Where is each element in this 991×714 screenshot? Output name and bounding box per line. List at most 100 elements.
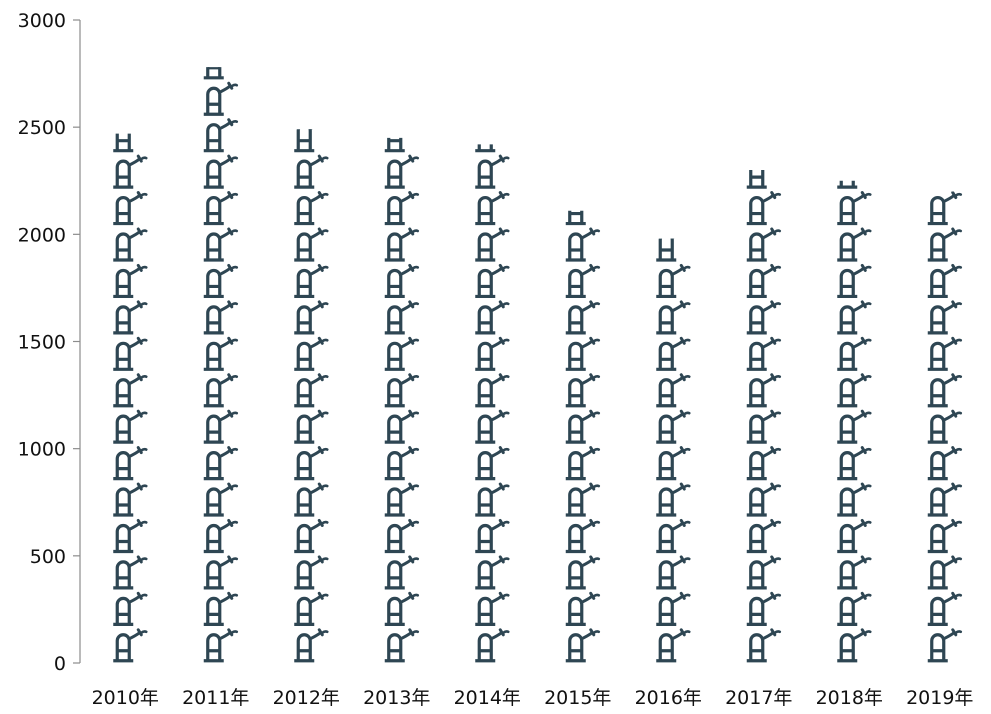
faucet-icon: [926, 482, 963, 517]
icon-stack: [292, 129, 329, 663]
faucet-icon: [111, 154, 148, 189]
faucet-icon: [564, 373, 601, 408]
faucet-icon: [745, 409, 782, 444]
faucet-icon: [292, 190, 329, 226]
bar-2011年: [202, 67, 239, 663]
faucet-icon: [654, 409, 691, 444]
faucet-icon: [473, 591, 510, 627]
faucet-icon: [835, 373, 872, 408]
faucet-icon: [835, 336, 872, 372]
faucet-icon: [745, 628, 782, 663]
faucet-icon: [926, 445, 963, 481]
faucet-icon: [835, 409, 872, 444]
faucet-icon: [292, 300, 329, 335]
faucet-icon: [202, 591, 239, 627]
faucet-icon: [835, 518, 872, 554]
faucet-icon: [292, 628, 329, 663]
faucet-icon: [835, 628, 872, 663]
faucet-icon: [111, 373, 148, 408]
axes: [73, 19, 81, 664]
faucet-icon: [473, 373, 510, 408]
y-tick-label: 2500: [18, 117, 66, 139]
faucet-icon: [745, 170, 782, 189]
faucet-icon: [202, 117, 239, 153]
x-tick-label: 2010年: [92, 687, 159, 709]
faucet-icon: [654, 373, 691, 408]
y-tick-label: 1500: [18, 332, 66, 354]
faucet-icon: [202, 482, 239, 517]
bar-2018年: [835, 180, 872, 663]
faucet-icon: [835, 263, 872, 299]
faucet-icon: [202, 409, 239, 444]
faucet-icon: [292, 336, 329, 372]
faucet-icon: [564, 518, 601, 554]
faucet-icon: [111, 628, 148, 663]
faucet-icon: [835, 190, 872, 226]
faucet-icon: [202, 81, 239, 116]
faucet-icon: [926, 628, 963, 663]
faucet-icon: [745, 373, 782, 408]
faucet-icon: [202, 67, 239, 80]
faucet-icon: [473, 300, 510, 335]
faucet-icon: [383, 555, 420, 590]
faucet-icon: [473, 144, 510, 153]
faucet-icon: [564, 482, 601, 517]
bar-2013年: [383, 137, 420, 663]
faucet-icon: [564, 591, 601, 627]
faucet-icon: [835, 482, 872, 517]
faucet-icon: [383, 628, 420, 663]
faucet-icon: [202, 300, 239, 335]
y-tick-label: 1000: [18, 439, 66, 461]
faucet-icon: [202, 628, 239, 663]
faucet-icon: [835, 227, 872, 262]
faucet-icon: [202, 263, 239, 299]
faucet-icon: [564, 445, 601, 481]
faucet-icon: [111, 300, 148, 335]
faucet-icon: [383, 263, 420, 299]
x-tick-label: 2015年: [544, 687, 611, 709]
faucet-icon: [473, 227, 510, 262]
y-tick-label: 2000: [18, 224, 66, 246]
x-tick-label: 2014年: [454, 687, 521, 709]
faucet-icon: [835, 180, 872, 189]
faucet-icon: [564, 300, 601, 335]
faucet-icon: [473, 628, 510, 663]
faucet-icon: [926, 227, 963, 262]
faucet-icon: [745, 227, 782, 262]
x-tick-label: 2012年: [273, 687, 340, 709]
faucet-icon: [292, 263, 329, 299]
y-tick-label: 0: [54, 653, 66, 675]
faucet-icon: [111, 409, 148, 444]
faucet-icon: [473, 555, 510, 590]
faucet-icon: [383, 137, 420, 153]
faucet-icon: [473, 190, 510, 226]
faucet-icon: [654, 482, 691, 517]
faucet-icon: [564, 210, 601, 226]
faucet-icon: [292, 482, 329, 517]
faucet-icon: [654, 555, 691, 590]
faucet-icon: [292, 227, 329, 262]
faucet-icon: [564, 336, 601, 372]
faucet-icon: [654, 263, 691, 299]
x-tick-label: 2018年: [816, 687, 883, 709]
bar-2016年: [654, 238, 691, 663]
faucet-icon: [835, 591, 872, 627]
faucet-icon: [292, 445, 329, 481]
x-tick-label: 2011年: [182, 687, 249, 709]
faucet-icon: [745, 482, 782, 517]
faucet-icon: [111, 445, 148, 481]
icon-stack: [745, 170, 782, 663]
faucet-icon: [111, 190, 148, 226]
bar-2012年: [292, 129, 329, 663]
faucet-icon: [926, 518, 963, 554]
faucet-icon: [654, 300, 691, 335]
faucet-icon: [745, 336, 782, 372]
bar-2014年: [473, 144, 510, 663]
faucet-icon: [473, 482, 510, 517]
faucet-icon: [745, 190, 782, 226]
faucet-icon: [926, 191, 963, 226]
faucet-icon: [835, 555, 872, 590]
faucet-icon: [111, 227, 148, 262]
